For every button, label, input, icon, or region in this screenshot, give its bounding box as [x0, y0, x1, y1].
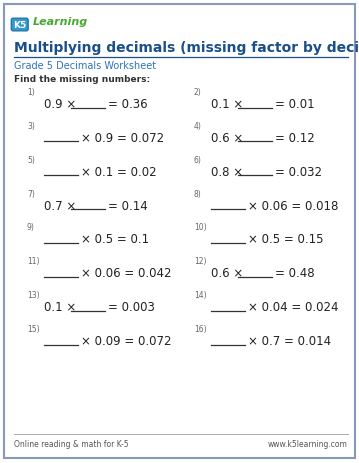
Text: = 0.12: = 0.12 — [275, 131, 314, 144]
Text: 9): 9) — [27, 223, 35, 232]
Text: = 0.032: = 0.032 — [275, 165, 322, 178]
Text: Grade 5 Decimals Worksheet: Grade 5 Decimals Worksheet — [14, 61, 156, 71]
Text: 3): 3) — [27, 122, 35, 131]
Text: 11): 11) — [27, 257, 39, 266]
Text: = 0.48: = 0.48 — [275, 267, 314, 280]
Text: 16): 16) — [194, 325, 206, 333]
Text: 2): 2) — [194, 88, 202, 97]
Text: 0.6 ×: 0.6 × — [211, 267, 243, 280]
Text: × 0.06 = 0.042: × 0.06 = 0.042 — [81, 267, 171, 280]
Text: × 0.7 = 0.014: × 0.7 = 0.014 — [248, 334, 331, 347]
Text: Learning: Learning — [32, 17, 88, 27]
Text: 0.9 ×: 0.9 × — [44, 98, 76, 111]
Text: × 0.9 = 0.072: × 0.9 = 0.072 — [81, 131, 164, 144]
FancyBboxPatch shape — [4, 5, 355, 458]
Text: = 0.01: = 0.01 — [275, 98, 314, 111]
Text: = 0.36: = 0.36 — [108, 98, 147, 111]
Text: Multiplying decimals (missing factor by decimals): Multiplying decimals (missing factor by … — [14, 41, 359, 55]
Text: = 0.14: = 0.14 — [108, 199, 148, 212]
Text: 1): 1) — [27, 88, 35, 97]
Text: 13): 13) — [27, 291, 39, 300]
Text: 10): 10) — [194, 223, 206, 232]
Text: Online reading & math for K-5: Online reading & math for K-5 — [14, 439, 128, 448]
Text: × 0.06 = 0.018: × 0.06 = 0.018 — [248, 199, 338, 212]
Text: × 0.5 = 0.1: × 0.5 = 0.1 — [81, 233, 149, 246]
Text: × 0.1 = 0.02: × 0.1 = 0.02 — [81, 165, 157, 178]
Text: 6): 6) — [194, 156, 202, 164]
Text: 8): 8) — [194, 189, 202, 198]
Text: 0.1 ×: 0.1 × — [44, 300, 76, 313]
Text: 12): 12) — [194, 257, 206, 266]
Text: K5: K5 — [13, 21, 26, 30]
Text: 0.7 ×: 0.7 × — [44, 199, 76, 212]
Text: 5): 5) — [27, 156, 35, 164]
Text: × 0.09 = 0.072: × 0.09 = 0.072 — [81, 334, 171, 347]
Text: www.k5learning.com: www.k5learning.com — [268, 439, 348, 448]
Text: 7): 7) — [27, 189, 35, 198]
Text: 0.1 ×: 0.1 × — [211, 98, 243, 111]
Text: × 0.5 = 0.15: × 0.5 = 0.15 — [248, 233, 323, 246]
Text: = 0.003: = 0.003 — [108, 300, 155, 313]
Text: 0.8 ×: 0.8 × — [211, 165, 243, 178]
Text: 14): 14) — [194, 291, 206, 300]
Text: Find the missing numbers:: Find the missing numbers: — [14, 75, 150, 84]
Text: 15): 15) — [27, 325, 39, 333]
Text: 0.6 ×: 0.6 × — [211, 131, 243, 144]
Text: × 0.04 = 0.024: × 0.04 = 0.024 — [248, 300, 338, 313]
Text: 4): 4) — [194, 122, 202, 131]
